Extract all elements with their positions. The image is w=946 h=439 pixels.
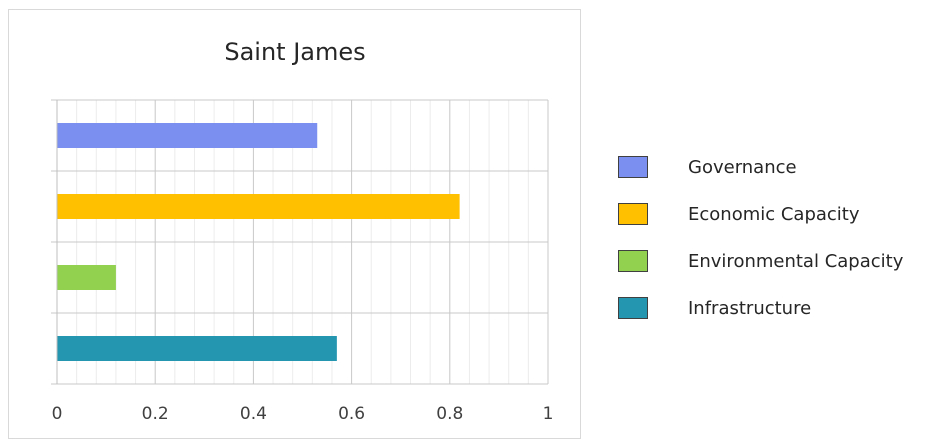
bar-governance: [57, 123, 318, 148]
legend-label-governance: Governance: [688, 157, 797, 178]
bars: [57, 123, 460, 361]
bar-environmental-capacity: [57, 265, 116, 290]
x-tick-label: 0.4: [240, 404, 267, 424]
legend-swatch-environmental-capacity: [618, 250, 648, 272]
x-tick-label: 1: [543, 404, 554, 424]
x-tick-label: 0.2: [142, 404, 169, 424]
x-tick-label: 0.8: [436, 404, 463, 424]
x-tick-label: 0.6: [338, 404, 365, 424]
legend-swatch-economic-capacity: [618, 203, 648, 225]
legend-label-environmental-capacity: Environmental Capacity: [688, 251, 904, 272]
legend-label-economic-capacity: Economic Capacity: [688, 204, 860, 225]
major-gridlines: [51, 99, 549, 385]
legend-swatch-governance: [618, 156, 648, 178]
x-tick-label: 0: [52, 404, 63, 424]
x-tick-labels: 0 0.2 0.4 0.6 0.8 1: [52, 404, 554, 424]
bar-infrastructure: [57, 336, 337, 361]
bar-chart: 0 0.2 0.4 0.6 0.8 1 Saint James: [51, 38, 554, 424]
bar-economic-capacity: [57, 194, 460, 219]
legend-swatch-infrastructure: [618, 297, 648, 319]
chart-title: Saint James: [224, 38, 365, 66]
legend-label-infrastructure: Infrastructure: [688, 298, 812, 319]
